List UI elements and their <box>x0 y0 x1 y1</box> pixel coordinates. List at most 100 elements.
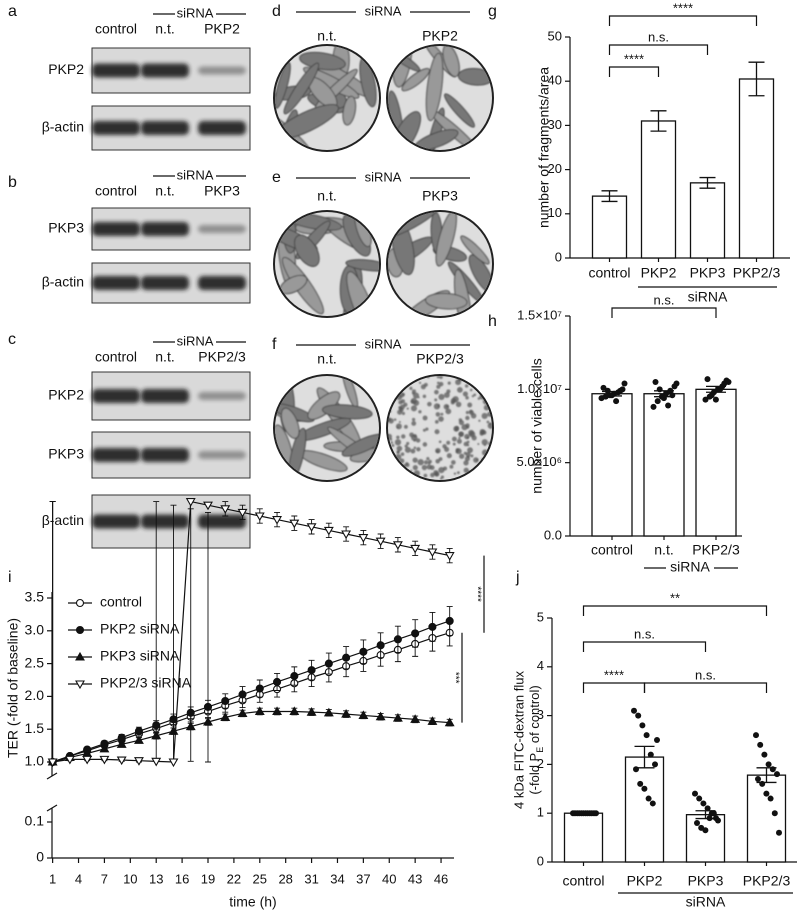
y-axis-label: number of viable cells <box>529 358 545 493</box>
bar <box>695 388 737 537</box>
cell-dot <box>465 410 470 415</box>
cell-dot <box>446 389 451 394</box>
marker <box>220 712 231 721</box>
marker <box>323 526 334 536</box>
significance-label: n.s. <box>634 626 655 641</box>
marker <box>445 616 454 626</box>
data-point <box>725 379 732 385</box>
significance-bracket <box>611 307 717 318</box>
significance-label: **** <box>673 0 693 15</box>
marker <box>151 757 162 767</box>
cell-dot <box>440 412 444 416</box>
x-tick-label: 37 <box>356 871 370 886</box>
panel-letter: a <box>8 3 17 20</box>
row-label: β-actin <box>42 512 84 528</box>
band <box>198 66 246 75</box>
significance-label: **** <box>471 586 482 602</box>
significance-bracket <box>608 44 709 55</box>
lane-label: n.t. <box>155 183 174 199</box>
cell-dot <box>393 418 397 421</box>
cell-dot <box>471 395 475 398</box>
micrograph <box>273 210 381 318</box>
band <box>92 63 140 78</box>
x-tick-label: 13 <box>149 871 163 886</box>
cell-dot <box>401 434 406 439</box>
data-point <box>761 751 768 758</box>
marker <box>306 523 317 532</box>
cell-dot <box>404 424 408 429</box>
legend-marker <box>75 651 85 661</box>
y-tick-label: 1.5 <box>25 720 45 736</box>
error-bar <box>650 110 667 132</box>
y-tick-label: 3 <box>537 707 544 722</box>
cell-dot <box>482 376 488 383</box>
marker <box>427 548 438 558</box>
cell-dot <box>436 384 441 389</box>
data-point <box>712 396 719 403</box>
cell-dot <box>443 466 448 471</box>
cell-dot <box>413 446 417 450</box>
label-part: of control) <box>527 685 542 746</box>
lane-label: PKP2 <box>204 21 240 37</box>
cell-dot <box>398 420 401 424</box>
cell-fragment <box>457 67 492 86</box>
band <box>141 448 189 462</box>
band <box>141 121 189 135</box>
cell-dot <box>463 467 469 473</box>
cell-dot <box>466 436 470 439</box>
panel-letter: b <box>8 174 17 191</box>
cell-dot <box>434 420 439 424</box>
y-axis-label: number of fragments/area <box>536 67 552 228</box>
marker <box>375 711 386 721</box>
data-point <box>652 379 659 385</box>
cell-fragment <box>280 407 300 439</box>
cell-fragment <box>299 51 346 71</box>
y-tick-label: 5.0×10⁶ <box>517 454 562 469</box>
cell-dot <box>457 387 463 393</box>
cell-dot <box>388 457 391 460</box>
group-label: siRNA <box>365 3 402 18</box>
cell-dot <box>397 376 401 380</box>
significance-label: n.s. <box>695 667 716 682</box>
cell-dot <box>446 453 452 459</box>
cell-dot <box>397 409 403 415</box>
marker <box>444 717 455 727</box>
significance-bracket <box>582 641 707 652</box>
x-tick-label: 1 <box>49 871 56 886</box>
y-tick-label: 1.0 <box>25 753 45 769</box>
cell-dot <box>455 401 462 408</box>
marker <box>185 498 196 507</box>
cell-dot <box>388 394 391 400</box>
data-point <box>593 810 599 817</box>
cell-dot <box>478 419 481 422</box>
cell-dot <box>412 457 418 463</box>
significance-label: n.s. <box>648 29 669 44</box>
cell-dot <box>481 439 488 446</box>
significance-bracket <box>582 605 768 616</box>
cell-dot <box>426 456 430 461</box>
group-label: siRNA <box>670 559 710 575</box>
cell-dot <box>467 455 470 459</box>
cell-dot <box>410 405 417 412</box>
cell-dot <box>452 396 459 403</box>
error-bar <box>602 390 622 397</box>
cell-dot <box>464 376 469 381</box>
band <box>198 451 246 459</box>
image-label: n.t. <box>317 188 336 204</box>
significance-label: *** <box>449 672 460 684</box>
row-label: PKP2 <box>48 61 84 77</box>
marker <box>324 659 333 668</box>
cell-dot <box>480 385 486 391</box>
cell-dot <box>453 425 460 432</box>
data-point <box>763 790 770 797</box>
cell-dot <box>466 443 470 447</box>
band <box>198 276 246 290</box>
cell-dot <box>411 389 417 394</box>
panel-letter: e <box>272 169 281 186</box>
cell-dot <box>442 444 447 449</box>
data-point <box>753 732 759 739</box>
cell-dot <box>489 402 492 405</box>
cell-dot <box>456 471 460 475</box>
row-label: β-actin <box>42 119 84 135</box>
band <box>92 389 140 403</box>
